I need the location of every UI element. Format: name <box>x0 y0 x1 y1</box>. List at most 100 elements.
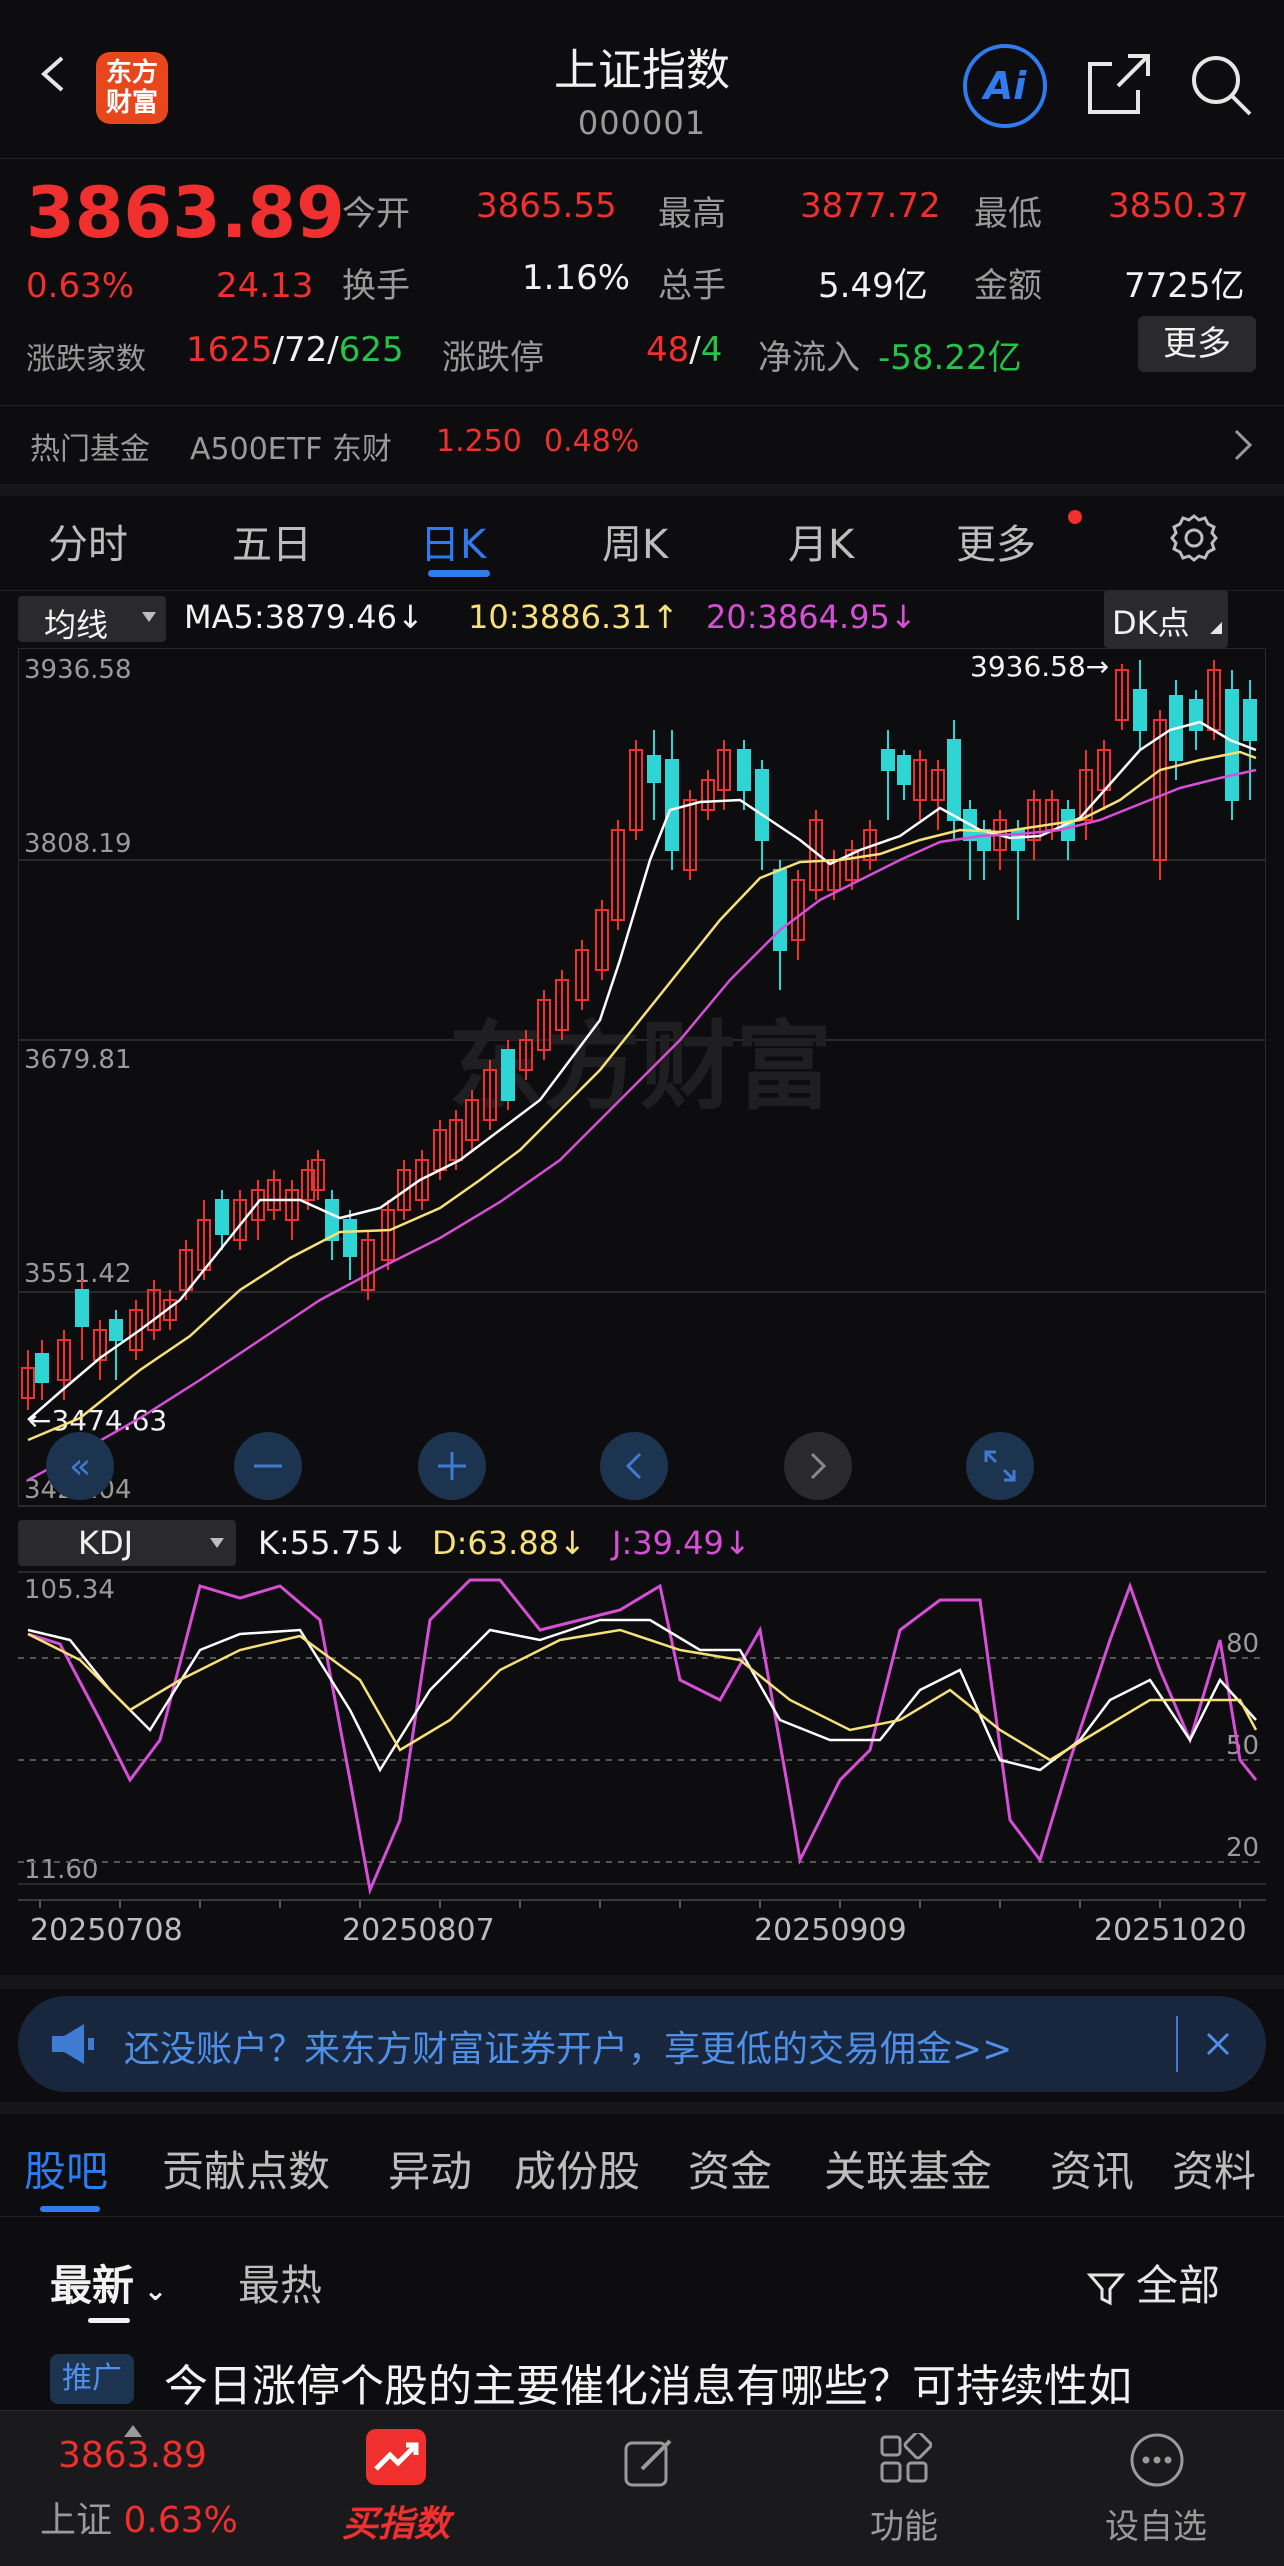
ai-assistant-button[interactable]: Ai <box>963 44 1047 128</box>
ma5-value: MA5:3879.46↓ <box>184 598 424 636</box>
breadth-up: 1625 <box>186 330 273 370</box>
limit-label: 涨跌停 <box>442 338 544 378</box>
high-value: 3877.72 <box>800 186 941 226</box>
scroll-left-button[interactable] <box>600 1432 668 1500</box>
breadth-label: 涨跌家数 <box>26 342 146 377</box>
settings-gear-icon[interactable] <box>1166 510 1222 566</box>
ticker-price[interactable]: 3863.89 <box>58 2435 207 2476</box>
scroll-left-fast-button[interactable] <box>46 1432 114 1500</box>
subtab-related-funds[interactable]: 关联基金 <box>824 2147 993 2196</box>
limit-down: 4 <box>700 330 723 370</box>
share-icon[interactable] <box>1084 50 1154 120</box>
back-arrow-icon[interactable] <box>36 56 72 92</box>
fullscreen-button[interactable] <box>966 1432 1034 1500</box>
kdj-d-value: D:63.88↓ <box>432 1524 586 1562</box>
low-label: 最低 <box>974 194 1042 234</box>
subtab-constituents[interactable]: 成份股 <box>514 2147 641 2196</box>
ma5-line <box>27 720 1257 1421</box>
active-tab-indicator <box>428 570 490 577</box>
kdj-j-line <box>27 1578 1258 1896</box>
kdj-level-80: 80 <box>1226 1629 1259 1659</box>
breadth-flat: 72 <box>284 330 328 370</box>
high-label: 最高 <box>658 194 726 234</box>
open-label: 今开 <box>342 194 410 234</box>
date-label-2: 20250807 <box>342 1913 495 1948</box>
hot-fund-row[interactable]: 热门基金 A500ETF 东财 1.250 0.48% <box>0 405 1284 496</box>
kdj-level-20: 20 <box>1226 1833 1259 1863</box>
fund-label: 热门基金 <box>30 432 150 467</box>
banner-text: 还没账户？来东方财富证券开户，享更低的交易佣金>> <box>124 2029 1013 2070</box>
subtab-profile[interactable]: 资料 <box>1172 2147 1257 2196</box>
chart-controls: « <box>46 1432 1034 1500</box>
indicator-select-label: 均线 <box>44 606 109 644</box>
date-label-3: 20250909 <box>754 1913 907 1948</box>
subtab-capital[interactable]: 资金 <box>688 2147 773 2196</box>
subtab-movement[interactable]: 异动 <box>388 2147 473 2196</box>
kdj-j-value: J:39.49↓ <box>610 1524 751 1562</box>
indicator-select[interactable]: 均线 <box>18 596 166 644</box>
current-price: 3863.89 <box>26 172 345 254</box>
plus-icon <box>438 1452 466 1480</box>
corner-arrow-icon <box>1210 622 1222 634</box>
filter-hot[interactable]: 最热 <box>238 2261 323 2310</box>
change-percent: 0.63% <box>26 266 135 306</box>
limit-values: 48/4 <box>646 330 723 370</box>
kdj-k-value: K:55.75↓ <box>258 1524 408 1562</box>
filter-latest[interactable]: 最新 ⌄ <box>50 2261 168 2310</box>
more-stats-button[interactable]: 更多 <box>1138 316 1256 372</box>
tab-monthly-k[interactable]: 月K <box>788 522 855 568</box>
candlestick-chart[interactable]: 东方财富 3936.58 3808.19 3679.81 3551.42 342… <box>0 640 1284 1980</box>
dk-points-button[interactable]: DK点 <box>1104 590 1228 648</box>
add-watchlist-label: 设自选 <box>1105 2507 1207 2547</box>
account-banner[interactable]: 还没账户？来东方财富证券开户，享更低的交易佣金>> <box>18 1996 1266 2092</box>
amount-label: 金额 <box>974 266 1042 306</box>
grid-icon <box>880 2433 932 2483</box>
ma20-line <box>27 768 1257 1482</box>
buy-index-icon <box>366 2429 426 2485</box>
limit-up: 48 <box>646 330 690 370</box>
kdj-select[interactable] <box>18 1520 236 1566</box>
breadth-values: 1625/72/625 <box>186 330 404 370</box>
filter-all[interactable]: 全部 <box>1086 2252 1220 2313</box>
chevron-right-icon <box>810 1452 827 1480</box>
search-icon[interactable] <box>1186 50 1256 120</box>
post-title[interactable]: 今日涨停个股的主要催化消息有哪些？可持续性如 <box>164 2361 1132 2412</box>
edit-icon <box>624 2439 672 2487</box>
axis-label-4: 3551.42 <box>24 1259 132 1289</box>
volume-label: 总手 <box>658 266 726 306</box>
tab-daily-k[interactable]: 日K <box>420 522 487 568</box>
kdj-k-line <box>27 1618 1257 1773</box>
fund-name: A500ETF 东财 <box>190 432 392 467</box>
megaphone-icon <box>52 2024 94 2064</box>
open-value: 3865.55 <box>476 186 617 226</box>
ticker-info[interactable]: 上证 0.63% <box>40 2500 238 2541</box>
scroll-right-button[interactable] <box>784 1432 852 1500</box>
netflow-value: -58.22亿 <box>878 338 1022 378</box>
low-value: 3850.37 <box>1108 186 1249 226</box>
caret-up-icon <box>124 2425 142 2437</box>
subtab-contribution[interactable]: 贡献点数 <box>162 2147 331 2196</box>
subtab-forum[interactable]: 股吧 <box>24 2147 109 2196</box>
tab-weekly-k[interactable]: 周K <box>602 522 669 568</box>
amount-value: 7725亿 <box>1124 266 1245 306</box>
ma10-value: 10:3886.31↑ <box>468 598 679 636</box>
filter-icon <box>1086 2273 1126 2305</box>
date-ticks <box>39 1900 1241 1908</box>
tab-five-day[interactable]: 五日 <box>232 522 312 568</box>
ma20-value: 20:3864.95↓ <box>706 598 917 636</box>
subtab-news[interactable]: 资讯 <box>1050 2147 1135 2196</box>
change-amount: 24.13 <box>216 266 314 306</box>
dropdown-arrow-icon <box>142 612 156 622</box>
double-chevron-left-icon: « <box>69 1446 91 1487</box>
turnover-label: 换手 <box>342 266 410 306</box>
chevron-right-icon <box>1234 429 1253 461</box>
close-icon[interactable] <box>1204 2030 1232 2058</box>
kdj-bottom-label: 11.60 <box>24 1855 98 1885</box>
section-divider-2 <box>0 2102 1284 2114</box>
date-label-1: 20250708 <box>30 1913 183 1948</box>
axis-label-3: 3679.81 <box>24 1045 132 1075</box>
banner-divider <box>1176 2016 1178 2072</box>
notification-dot <box>1068 510 1082 524</box>
tab-intraday[interactable]: 分时 <box>48 522 128 568</box>
tab-more[interactable]: 更多 <box>956 522 1036 568</box>
